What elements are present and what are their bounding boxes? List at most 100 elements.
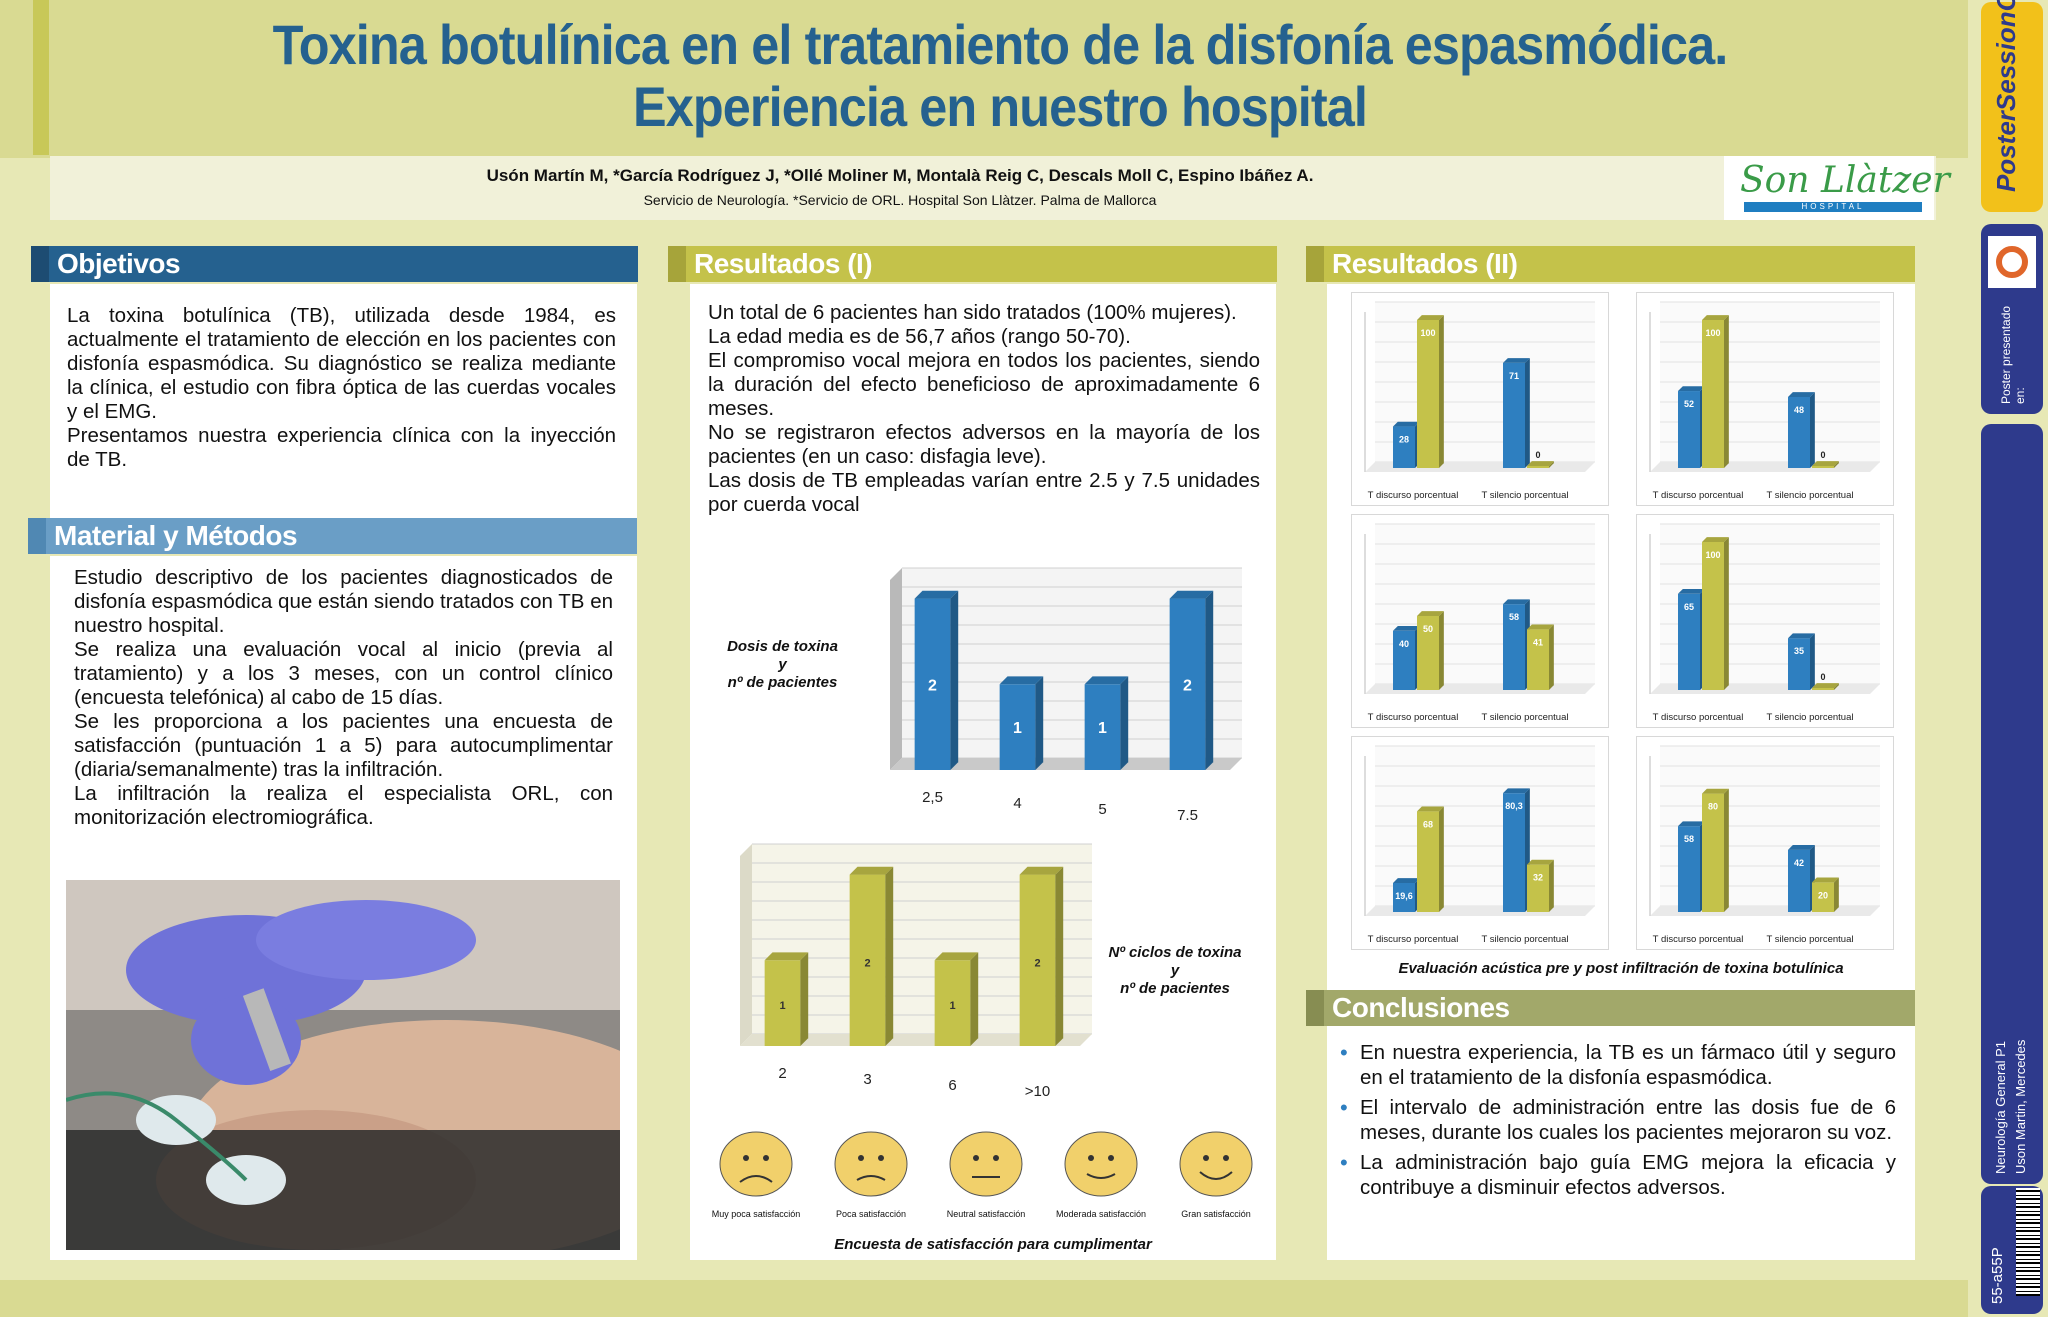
face-1-icon: Muy poca satisfacción — [706, 1128, 806, 1219]
mini-bar — [1812, 461, 1839, 468]
mini-bar — [1417, 806, 1444, 912]
mini-bar — [1812, 683, 1839, 690]
category-label: 4 — [1013, 795, 1021, 812]
mini-bar — [1702, 537, 1729, 690]
bar-3 — [1169, 590, 1214, 770]
mini-bar-value: 58 — [1684, 834, 1694, 844]
barcode-icon — [2016, 1188, 2040, 1296]
mini-bar-value: 80,3 — [1505, 801, 1523, 811]
mini-bar-value: 35 — [1794, 646, 1804, 656]
authors: Usón Martín M, *García Rodríguez J, *Oll… — [486, 166, 1314, 185]
affiliation: Servicio de Neurología. *Servicio de ORL… — [643, 192, 1157, 208]
bar-value-label: 2 — [864, 957, 870, 969]
category-label: 5 — [1098, 801, 1106, 818]
mini-category-label: T silencio porcentual — [1482, 490, 1569, 501]
face-label: Poca satisfacción — [835, 1209, 907, 1219]
resultados1-text: Un total de 6 pacientes han sido tratado… — [708, 301, 1260, 516]
acoustic-chart-5: 19,6 68 T discurso porcentual 80,3 32 T silen… — [1351, 736, 1609, 950]
mini-bar-value: 100 — [1420, 328, 1435, 338]
bar-1 — [849, 866, 894, 1046]
procedure-photo — [66, 880, 620, 1250]
mini-category-label: T discurso porcentual — [1653, 712, 1744, 723]
mini-bar-value: 32 — [1533, 873, 1543, 883]
bar-2 — [1084, 676, 1129, 770]
mini-bar — [1527, 859, 1554, 912]
face-3-icon: Neutral satisfacción — [936, 1128, 1036, 1219]
objetivos-panel — [50, 284, 637, 524]
survey-caption: Encuesta de satisfacción para cumpliment… — [834, 1236, 1152, 1253]
brand-tab[interactable]: PosterSessionOnline — [1981, 0, 2043, 212]
poster-code: 55-a55P — [1989, 1247, 2006, 1304]
mini-bar-value: 100 — [1705, 328, 1720, 338]
bar-0 — [764, 952, 809, 1046]
presented-text: Poster presentado en: — [1999, 305, 2027, 404]
bar-3 — [1019, 866, 1064, 1046]
category-text: Neurología General P1 Uson Martin, Merced… — [1993, 1039, 2028, 1174]
conclusion-item: En nuestra experiencia, la TB es un fárm… — [1340, 1040, 1896, 1090]
mini-category-label: T discurso porcentual — [1368, 490, 1459, 501]
resultados2-heading: Resultados (II) — [1306, 246, 1915, 282]
mini-bar — [1393, 625, 1420, 690]
mini-bar-value: 100 — [1705, 550, 1720, 560]
face-2-icon: Poca satisfacción — [821, 1128, 921, 1219]
poster-title: Toxina botulínica en el tratamiento de l… — [154, 14, 1846, 138]
mini-bar-value: 20 — [1818, 890, 1828, 900]
mini-bar — [1503, 358, 1530, 468]
mini-category-label: T discurso porcentual — [1368, 934, 1459, 945]
mini-bar — [1788, 633, 1815, 690]
mini-bar-value: 19,6 — [1395, 891, 1413, 901]
mini-bar-value: 0 — [1820, 450, 1825, 460]
category-label: 2,5 — [922, 789, 943, 806]
metodos-heading: Material y Métodos — [28, 518, 637, 554]
mini-category-label: T silencio porcentual — [1482, 712, 1569, 723]
bar-value-label: 2 — [1034, 957, 1040, 969]
category-label: 3 — [863, 1071, 871, 1088]
category-label: 7,5 — [1177, 807, 1198, 820]
title-line-1: Toxina botulínica en el tratamiento de l… — [272, 13, 1729, 76]
mini-bar-value: 41 — [1533, 637, 1543, 647]
face-label: Moderada satisfacción — [1055, 1209, 1147, 1219]
header-accent-bar — [33, 0, 49, 155]
bar-value-label: 2 — [928, 677, 937, 694]
face-label: Gran satisfacción — [1181, 1209, 1251, 1219]
hospital-logo-text: Son Llàtzer — [1740, 160, 1950, 201]
conclusion-item: El intervalo de administración entre las… — [1340, 1095, 1896, 1145]
mini-bar — [1503, 788, 1530, 912]
acoustic-chart-4: 65 100 T discurso porcentual 35 0 T silencio … — [1636, 514, 1894, 728]
bar-value-label: 1 — [949, 1000, 955, 1012]
mini-bar — [1527, 624, 1554, 690]
mini-category-label: T discurso porcentual — [1653, 934, 1744, 945]
authors-box — [50, 156, 1936, 220]
resultados2-caption: Evaluación acústica pre y post infiltrac… — [1398, 960, 1844, 977]
mini-bar-value: 50 — [1423, 624, 1433, 634]
mini-bar-value: 71 — [1509, 371, 1519, 381]
conclusiones-heading: Conclusiones — [1306, 990, 1915, 1026]
mini-category-label: T silencio porcentual — [1767, 490, 1854, 501]
mini-bar-value: 40 — [1399, 639, 1409, 649]
mini-bar — [1702, 788, 1729, 912]
mini-category-label: T silencio porcentual — [1767, 712, 1854, 723]
conclusiones-list: En nuestra experiencia, la TB es un fárm… — [1340, 1040, 1896, 1205]
acoustic-chart-1: 28 100 T discurso porcentual 71 0 T silencio … — [1351, 292, 1609, 506]
footer-band — [0, 1280, 1968, 1317]
chart-dose-patients: 2 2,5 1 4 1 5 2 7,5 — [890, 567, 1242, 820]
objetivos-text: La toxina botulínica (TB), utilizada des… — [67, 304, 616, 471]
mini-bar-value: 58 — [1509, 612, 1519, 622]
hospital-logo-sub: HOSPITAL — [1744, 202, 1922, 212]
face-5-icon: Gran satisfacción — [1166, 1128, 1266, 1219]
objetivos-heading: Objetivos — [31, 246, 638, 282]
bar-value-label: 2 — [1183, 677, 1192, 694]
mini-bar — [1417, 611, 1444, 690]
mini-bar-value: 68 — [1423, 819, 1433, 829]
mini-bar — [1812, 877, 1839, 912]
mini-bar — [1702, 315, 1729, 468]
mini-bar-value: 80 — [1708, 802, 1718, 812]
title-line-2: Experiencia en nuestro hospital — [633, 75, 1368, 138]
mini-category-label: T discurso porcentual — [1653, 490, 1744, 501]
mini-category-label: T silencio porcentual — [1767, 934, 1854, 945]
face-label: Neutral satisfacción — [946, 1209, 1026, 1219]
metodos-text: Estudio descriptivo de los pacientes dia… — [74, 566, 613, 829]
conclusion-item: La administración bajo guía EMG mejora l… — [1340, 1150, 1896, 1200]
mini-bar-value: 28 — [1399, 435, 1409, 445]
face-label: Muy poca satisfacción — [711, 1209, 801, 1219]
